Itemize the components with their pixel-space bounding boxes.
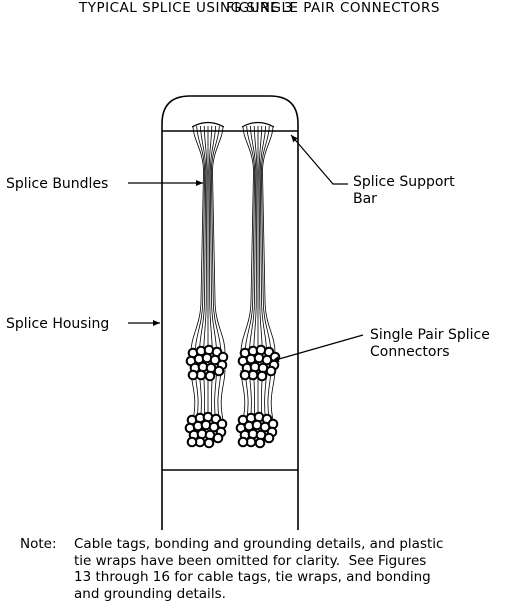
callout-splice-support-bar-arrow	[290, 134, 348, 185]
callout-splice-housing: Splice Housing	[6, 316, 109, 332]
callout-splice-support-bar-line1: Splice Support	[353, 174, 455, 190]
connector-ring	[209, 354, 221, 366]
callout-connectors-arrow	[271, 334, 364, 362]
connector-cluster-right-upper	[237, 344, 281, 382]
connector-ring	[265, 365, 277, 377]
connector-ring	[254, 437, 266, 449]
figure-number: FIGURE 3	[226, 0, 293, 16]
callout-connectors-line1: Single Pair Splice	[370, 327, 490, 343]
connector-ring	[213, 365, 225, 377]
bundle-cap	[191, 121, 225, 128]
connector-ring	[208, 421, 220, 433]
connector-ring	[237, 436, 249, 448]
note-text: Cable tags, bonding and grounding detail…	[74, 536, 444, 602]
connector-ring	[263, 432, 275, 444]
connector-ring	[256, 370, 268, 382]
callout-splice-support-bar-line2: Bar	[353, 191, 377, 207]
connector-ring	[203, 437, 215, 449]
splice-housing-outline	[161, 95, 299, 530]
splice-diagram: Splice Bundles Splice Housing Splice Sup…	[6, 95, 490, 530]
wire	[212, 125, 226, 421]
connector-cluster-left-upper	[185, 344, 229, 382]
bundle-cap	[241, 121, 275, 128]
connector-ring	[187, 369, 199, 381]
connector-ring	[239, 369, 251, 381]
connector-ring	[212, 432, 224, 444]
connector-ring	[186, 436, 198, 448]
figure-title: TYPICAL SPLICE USING SINGLE PAIR CONNECT…	[79, 0, 440, 16]
note-label: Note:	[20, 536, 57, 552]
callout-connectors-line2: Connectors	[370, 344, 450, 360]
connector-cluster-left-lower	[184, 411, 228, 449]
callout-splice-bundles: Splice Bundles	[6, 176, 108, 192]
connector-ring	[204, 370, 216, 382]
connector-ring	[261, 354, 273, 366]
connector-ring	[259, 421, 271, 433]
connector-cluster-right-lower	[235, 411, 279, 449]
